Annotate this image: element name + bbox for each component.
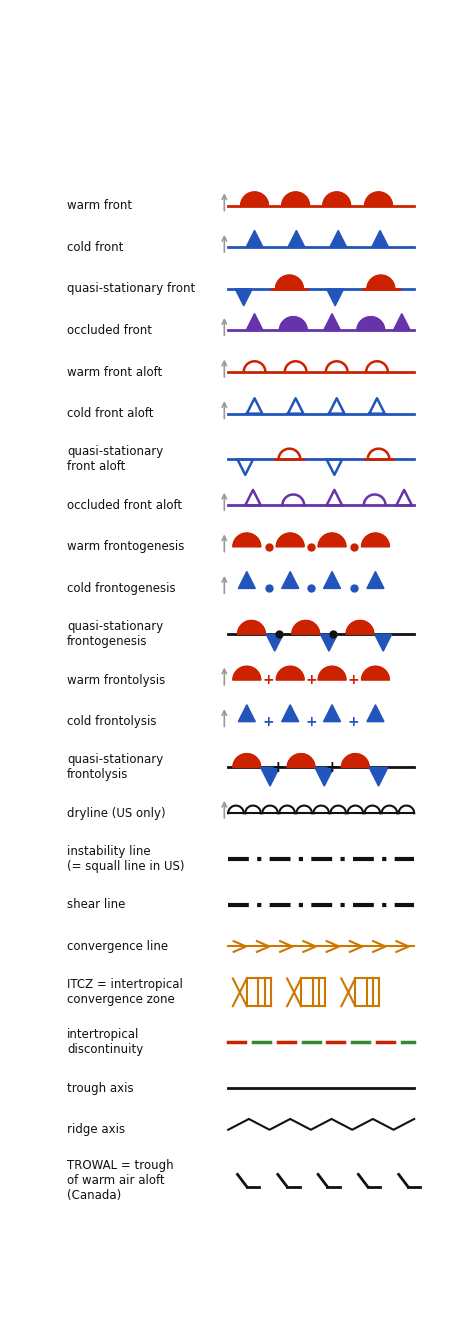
Polygon shape (324, 572, 341, 588)
Polygon shape (324, 314, 341, 330)
Text: +: + (348, 673, 360, 687)
Polygon shape (282, 704, 299, 721)
Polygon shape (235, 289, 252, 306)
Text: ITCZ = intertropical
convergence zone: ITCZ = intertropical convergence zone (67, 978, 183, 1006)
Polygon shape (282, 572, 299, 588)
Text: quasi-stationary front: quasi-stationary front (67, 282, 195, 295)
Polygon shape (238, 572, 255, 588)
Text: +: + (272, 760, 284, 775)
Polygon shape (275, 275, 303, 289)
Text: instability line
(= squall line in US): instability line (= squall line in US) (67, 846, 184, 874)
Polygon shape (233, 754, 261, 767)
Polygon shape (362, 667, 390, 680)
Text: +: + (305, 673, 317, 687)
Polygon shape (365, 192, 392, 206)
Polygon shape (341, 754, 369, 767)
Polygon shape (233, 667, 261, 680)
Polygon shape (369, 767, 388, 786)
Text: warm frontolysis: warm frontolysis (67, 673, 165, 687)
Text: +: + (263, 715, 274, 728)
Text: warm frontogenesis: warm frontogenesis (67, 540, 184, 553)
Text: cold frontogenesis: cold frontogenesis (67, 582, 176, 595)
Polygon shape (292, 620, 319, 635)
Polygon shape (246, 314, 263, 330)
Text: +: + (348, 715, 360, 728)
Text: quasi-stationary
frontolysis: quasi-stationary frontolysis (67, 754, 163, 782)
Text: trough axis: trough axis (67, 1082, 134, 1094)
Polygon shape (393, 314, 410, 330)
Text: +: + (263, 673, 274, 687)
Polygon shape (367, 704, 384, 721)
Text: ridge axis: ridge axis (67, 1124, 125, 1136)
Polygon shape (315, 767, 334, 786)
Text: TROWAL = trough
of warm air aloft
(Canada): TROWAL = trough of warm air aloft (Canad… (67, 1160, 173, 1202)
Text: occluded front: occluded front (67, 325, 152, 337)
Polygon shape (287, 754, 315, 767)
Polygon shape (330, 230, 347, 247)
Polygon shape (324, 704, 341, 721)
Polygon shape (318, 533, 346, 546)
Text: warm front aloft: warm front aloft (67, 366, 162, 378)
Polygon shape (237, 620, 265, 635)
Polygon shape (266, 635, 283, 651)
Polygon shape (279, 317, 307, 330)
Text: convergence line: convergence line (67, 941, 168, 953)
Polygon shape (327, 289, 344, 306)
Polygon shape (362, 533, 390, 546)
Polygon shape (372, 230, 389, 247)
Polygon shape (367, 275, 395, 289)
Text: dryline (US only): dryline (US only) (67, 807, 165, 820)
Polygon shape (233, 533, 261, 546)
Text: shear line: shear line (67, 898, 126, 911)
Text: occluded front aloft: occluded front aloft (67, 498, 182, 512)
Text: +: + (305, 715, 317, 728)
Polygon shape (318, 667, 346, 680)
Polygon shape (320, 635, 337, 651)
Polygon shape (367, 572, 384, 588)
Polygon shape (238, 704, 255, 721)
Polygon shape (276, 667, 304, 680)
Polygon shape (282, 192, 310, 206)
Polygon shape (261, 767, 280, 786)
Polygon shape (374, 635, 392, 651)
Text: +: + (326, 760, 338, 775)
Polygon shape (246, 230, 263, 247)
Polygon shape (276, 533, 304, 546)
Polygon shape (357, 317, 385, 330)
Polygon shape (323, 192, 351, 206)
Text: quasi-stationary
frontogenesis: quasi-stationary frontogenesis (67, 620, 163, 648)
Text: quasi-stationary
front aloft: quasi-stationary front aloft (67, 445, 163, 473)
Text: cold frontolysis: cold frontolysis (67, 715, 156, 728)
Polygon shape (288, 230, 305, 247)
Polygon shape (346, 620, 374, 635)
Text: cold front: cold front (67, 240, 123, 254)
Text: cold front aloft: cold front aloft (67, 407, 154, 420)
Polygon shape (241, 192, 268, 206)
Text: warm front: warm front (67, 199, 132, 212)
Text: intertropical
discontinuity: intertropical discontinuity (67, 1029, 143, 1057)
